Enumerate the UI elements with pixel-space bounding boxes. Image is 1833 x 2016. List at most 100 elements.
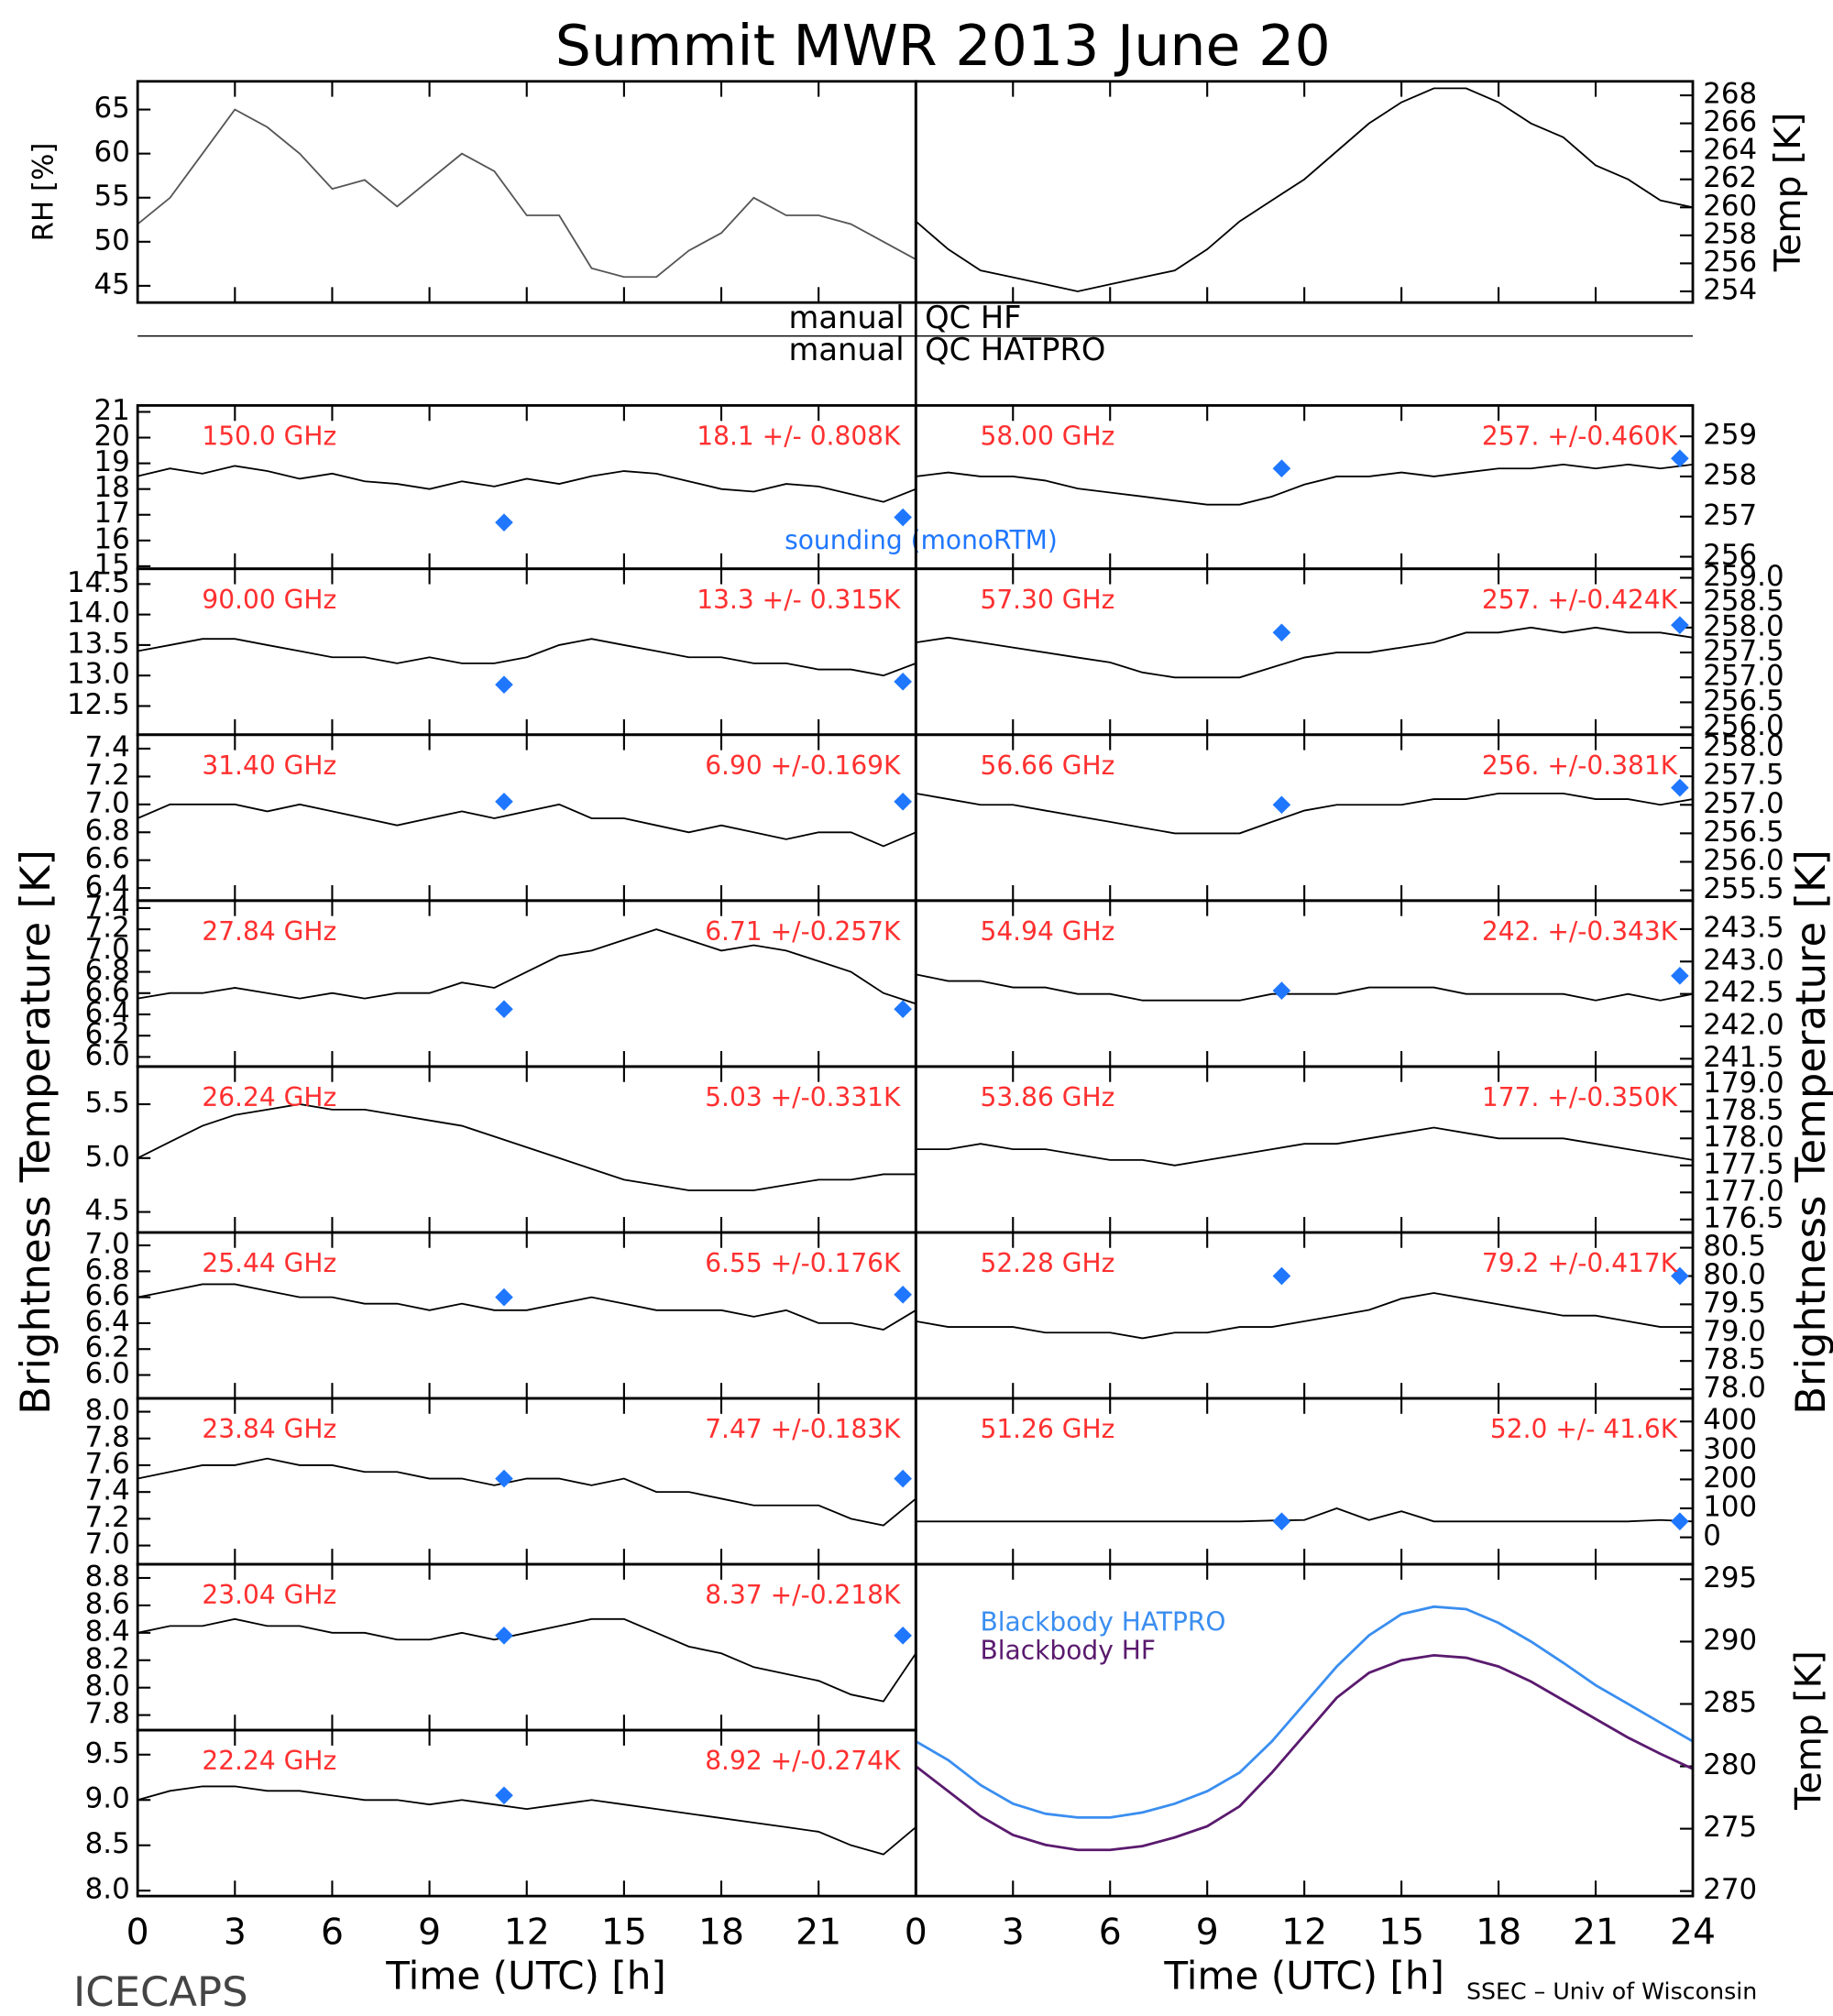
y-tick-label: 257.0	[1703, 787, 1784, 820]
data-line	[137, 803, 916, 848]
y-tick-label: 7.4	[85, 890, 130, 923]
x-tick-label: 24	[1670, 1912, 1716, 1954]
y-tick-label: 241.5	[1703, 1041, 1784, 1074]
data-line	[915, 1605, 1694, 1819]
sounding-marker	[495, 792, 513, 811]
stat-label: 177. +/-0.350K	[1482, 1082, 1678, 1112]
channel-label: 51.26 GHz	[980, 1414, 1114, 1444]
data-line	[916, 463, 1694, 506]
stat-label: 79.2 +/-0.417K	[1482, 1248, 1678, 1278]
sounding-marker	[1272, 1266, 1291, 1286]
data-line	[137, 638, 916, 677]
y-tick-label: 13.5	[67, 627, 130, 660]
data-line	[916, 1507, 1694, 1523]
y-tick-label: 260	[1703, 190, 1757, 223]
y-tick-label: 262	[1703, 161, 1757, 194]
sounding-marker	[1671, 967, 1689, 985]
stat-label: 6.55 +/-0.176K	[705, 1248, 901, 1278]
y-tick-label: 7.0	[85, 1228, 130, 1261]
sounding-marker	[894, 1627, 912, 1645]
x-tick-label: 3	[224, 1912, 247, 1954]
y-tick-label: 8.8	[85, 1560, 130, 1593]
qc-label: QC HF	[925, 300, 1021, 335]
y-tick-label: 45	[93, 268, 129, 301]
sounding-marker	[1272, 1512, 1291, 1531]
channel-label: 53.86 GHz	[980, 1082, 1114, 1112]
y-tick-label: 8.2	[85, 1642, 130, 1675]
data-line	[916, 973, 1694, 1002]
y-tick-label: 15	[93, 548, 129, 581]
y-tick-label: 9.5	[85, 1737, 130, 1769]
y-tick-label: 256.5	[1703, 685, 1784, 718]
stat-label: 8.92 +/-0.274K	[705, 1746, 901, 1776]
sounding-marker	[495, 675, 513, 694]
y-tick-label: 18	[93, 471, 129, 504]
y-tick-label: 6.6	[85, 975, 130, 1008]
stat-label: 8.37 +/-0.218K	[705, 1580, 901, 1610]
y-tick-label: 8.0	[85, 1394, 130, 1427]
y-tick-label: 8.4	[85, 1615, 130, 1648]
channel-label: 26.24 GHz	[202, 1082, 336, 1112]
y-tick-label: 7.2	[85, 1501, 130, 1534]
qc-label: QC HATPRO	[925, 332, 1105, 367]
y-tick-label: 7.8	[85, 1420, 130, 1453]
y-tick-label: 13.0	[67, 658, 130, 691]
y-tick-label: 4.5	[85, 1194, 130, 1227]
channel-label: 31.40 GHz	[202, 751, 336, 781]
y-tick-label: 20	[93, 420, 129, 453]
y-tick-label: 7.0	[85, 786, 130, 819]
footer: SSEC – Univ of Wisconsin	[1466, 1978, 1757, 2004]
x-tick-label: 12	[504, 1912, 550, 1954]
y-tick-label: 243.5	[1703, 911, 1784, 944]
stat-label: 52.0 +/- 41.6K	[1490, 1414, 1678, 1444]
sounding-marker	[1272, 795, 1291, 815]
y-axis-label: Brightness Temperature [K]	[11, 849, 60, 1415]
sounding-marker	[1671, 1512, 1689, 1531]
y-tick-label: 7.2	[85, 912, 130, 945]
channel-label: 56.66 GHz	[980, 751, 1114, 781]
y-tick-label: 258	[1703, 458, 1757, 491]
channel-label: 25.44 GHz	[202, 1248, 336, 1278]
data-line	[915, 1653, 1694, 1852]
y-tick-label: 16	[93, 522, 129, 555]
channel-label: 52.28 GHz	[980, 1248, 1114, 1278]
y-tick-label: 7.0	[85, 933, 130, 966]
data-line	[916, 626, 1694, 679]
sounding-marker	[894, 508, 912, 527]
y-tick-label: 256.5	[1703, 816, 1784, 849]
y-tick-label: 6.4	[85, 996, 130, 1029]
y-tick-label: 17	[93, 497, 129, 530]
y-tick-label: 177.0	[1703, 1175, 1784, 1208]
y-tick-label: 9.0	[85, 1782, 130, 1815]
y-tick-label: 256	[1703, 539, 1757, 572]
data-line	[915, 87, 1694, 292]
y-tick-label: 6.8	[85, 815, 130, 848]
y-tick-label: 5.5	[85, 1087, 130, 1120]
y-tick-label: 255.5	[1703, 872, 1784, 905]
x-tick-label: 0	[126, 1912, 149, 1954]
y-tick-label: 300	[1703, 1432, 1757, 1465]
sounding-marker	[1671, 616, 1689, 634]
panel-frame	[914, 1562, 1695, 1898]
y-tick-label: 14.0	[67, 597, 130, 630]
y-tick-label: 6.6	[85, 842, 130, 875]
y-tick-label: 6.4	[85, 871, 130, 904]
sounding-marker	[894, 1000, 912, 1019]
sounding-marker	[894, 792, 912, 811]
x-tick-label: 0	[905, 1912, 927, 1954]
y-tick-label: 280	[1703, 1748, 1757, 1781]
y-tick-label: 60	[93, 136, 129, 169]
channel-label: 22.24 GHz	[202, 1746, 336, 1776]
x-tick-label: 15	[601, 1912, 647, 1954]
sounding-marker	[894, 1469, 912, 1488]
y-tick-label: 258	[1703, 217, 1757, 250]
stat-label: 242. +/-0.343K	[1482, 916, 1678, 947]
y-tick-label: 6.2	[85, 1331, 130, 1364]
data-line	[137, 1103, 916, 1191]
y-tick-label: 259.0	[1703, 560, 1784, 593]
y-tick-label: 78.0	[1703, 1372, 1766, 1405]
y-tick-label: 259	[1703, 419, 1757, 452]
sounding-marker	[495, 513, 513, 531]
sounding-marker	[495, 1627, 513, 1645]
